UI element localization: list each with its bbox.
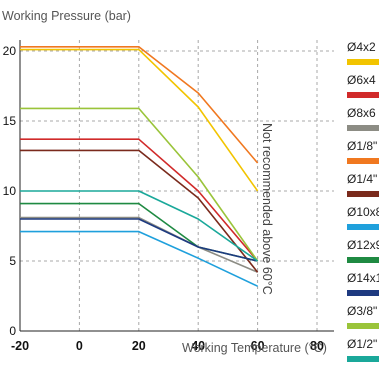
series-line (20, 107, 259, 262)
y-tick-label: 20 (3, 44, 17, 58)
legend-label: Ø1/4" (347, 172, 378, 186)
legend-swatch (347, 356, 379, 362)
temperature-limit-annotation: Not recommended above 60°C (260, 123, 274, 295)
axes (19, 40, 334, 332)
legend-item: Ø1/2" (347, 337, 379, 370)
x-axis-label: Working Temperature (°C) (182, 341, 327, 355)
series-lines (20, 45, 259, 287)
legend-swatch (347, 323, 379, 329)
legend-swatch (347, 92, 379, 98)
legend-label: Ø6x4 (347, 73, 376, 87)
legend: Ø4x2 Ø6x4 Ø8x6 Ø1/8" Ø1/4" Ø10x8 Ø12x9 Ø14x1 Ø3/… (347, 40, 379, 370)
grid-lines (20, 40, 334, 331)
legend-item: Ø8x6 (347, 106, 379, 139)
legend-swatch (347, 224, 379, 230)
series-line (20, 48, 259, 192)
legend-label: Ø14x1 (347, 271, 379, 285)
y-axis-label: Working Pressure (bar) (2, 9, 131, 23)
legend-label: Ø1/8" (347, 139, 378, 153)
y-tick-label: 15 (3, 114, 17, 128)
x-tick-label: 60 (251, 339, 265, 353)
series-line (20, 218, 258, 262)
y-tick-label: 0 (9, 324, 16, 338)
series-line (20, 190, 259, 262)
legend-swatch (347, 125, 379, 131)
legend-item: Ø6x4 (347, 73, 379, 106)
series-line (20, 149, 259, 273)
legend-swatch (347, 257, 379, 263)
y-tick-label: 10 (3, 184, 17, 198)
y-tick-label: 5 (9, 254, 16, 268)
series-line (20, 138, 259, 262)
legend-swatch (347, 158, 379, 164)
legend-item: Ø3/8" (347, 304, 379, 337)
legend-label: Ø3/8" (347, 304, 378, 318)
x-tick-label: 80 (310, 339, 324, 353)
legend-item: Ø1/8" (347, 139, 379, 172)
legend-item: Ø12x9 (347, 238, 379, 271)
x-tick-label: 40 (191, 339, 205, 353)
legend-item: Ø14x1 (347, 271, 379, 304)
legend-label: Ø10x8 (347, 205, 379, 219)
x-tick-label: -20 (11, 339, 29, 353)
legend-swatch (347, 191, 379, 197)
legend-item: Ø1/4" (347, 172, 379, 205)
legend-label: Ø8x6 (347, 106, 376, 120)
legend-label: Ø1/2" (347, 337, 378, 351)
x-tick-label: 20 (132, 339, 146, 353)
x-tick-label: 0 (76, 339, 83, 353)
series-line (20, 230, 258, 287)
legend-label: Ø12x9 (347, 238, 379, 252)
legend-swatch (347, 290, 379, 296)
legend-item: Ø4x2 (347, 40, 379, 73)
series-line (20, 45, 259, 164)
legend-swatch (347, 59, 379, 65)
legend-item: Ø10x8 (347, 205, 379, 238)
legend-label: Ø4x2 (347, 40, 376, 54)
